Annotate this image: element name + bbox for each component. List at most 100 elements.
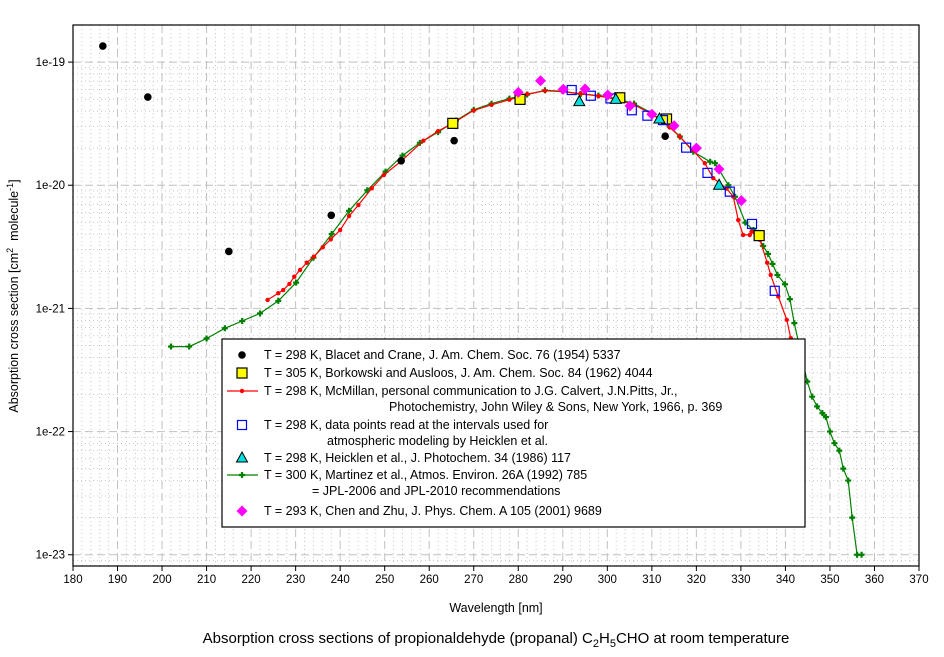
mcmillan-point [749, 229, 754, 234]
x-tick-label: 360 [865, 574, 884, 586]
plot-frame [72, 24, 920, 567]
x-tick-label: 270 [464, 574, 483, 586]
martinez-point [814, 403, 821, 410]
legend-entry-heicklen: T = 298 K, Heicklen et al., J. Photochem… [235, 450, 571, 465]
legend-entry-mcmillan: T = 298 K, McMillan, personal communicat… [227, 384, 722, 414]
heicklen-intervals-point [681, 142, 692, 153]
legend-label: T = 298 K, Blacet and Crane, J. Am. Chem… [264, 348, 621, 362]
y-tick-label: 1e-19 [36, 57, 65, 69]
series-chen-zhu [512, 75, 747, 207]
martinez-point [831, 440, 838, 447]
x-tick-label: 260 [420, 574, 439, 586]
x-tick-label: 370 [909, 574, 928, 586]
mcmillan-point [311, 254, 317, 259]
martinez-point [836, 447, 843, 454]
heicklen-point [609, 92, 623, 104]
mcmillan-point [280, 287, 286, 293]
blacet-point [327, 211, 336, 220]
blacet-point [225, 247, 233, 256]
x-tick-label: 290 [553, 574, 572, 586]
martinez-point [774, 271, 781, 278]
mcmillan-point [596, 93, 601, 99]
legend-box [221, 338, 806, 528]
chen-zhu-point [512, 86, 524, 98]
legend-marker-diamond [236, 505, 248, 517]
mcmillan-point [507, 97, 512, 102]
legend-label: T = 300 K, Martinez et al., Atmos. Envir… [264, 468, 587, 482]
martinez-point [712, 160, 719, 167]
mcmillan-point [578, 91, 583, 96]
legend-label: T = 293 K, Chen and Zhu, J. Phys. Chem. … [264, 504, 602, 518]
mcmillan-point [421, 138, 426, 143]
chen-zhu-point [624, 100, 636, 112]
legend-label: Photochemistry, John Wiley & Sons, New Y… [389, 400, 722, 414]
y-tick-label: 1e-20 [36, 180, 65, 192]
x-tick-label: 310 [642, 574, 661, 586]
heicklen-intervals-point [702, 167, 713, 178]
martinez-point [707, 158, 714, 165]
x-tick-label: 200 [152, 574, 171, 586]
heicklen-intervals-point [769, 285, 780, 296]
mcmillan-point [265, 297, 270, 303]
chen-zhu-point [602, 89, 614, 101]
mcmillan-point [435, 128, 441, 134]
mcmillan-point [784, 317, 789, 323]
martinez-point [293, 279, 300, 286]
chart-caption: Absorption cross sections of propionalde… [203, 630, 790, 650]
mcmillan-point [677, 134, 683, 139]
mcmillan-point [328, 237, 334, 242]
martinez-point [167, 343, 174, 350]
y-tick-label: 1e-23 [36, 550, 65, 562]
blacet-point [144, 93, 152, 101]
mcmillan-point [542, 88, 548, 93]
martinez-point [826, 428, 833, 435]
legend-marker-dot [239, 388, 245, 394]
mcmillan-point [320, 244, 325, 250]
martinez-point [275, 297, 282, 304]
mcmillan-point [297, 267, 303, 273]
martinez-point [822, 414, 829, 421]
martinez-point [203, 335, 210, 342]
martinez-point [328, 230, 335, 237]
series-heicklen [572, 92, 726, 190]
martinez-point [791, 320, 798, 327]
axis-ticks: 180 190 200 210 220 230 240 250 260 270 280 290 300 3… [36, 57, 929, 586]
x-axis-label: Wavelength [nm] [449, 601, 542, 615]
chen-zhu-point [690, 142, 702, 154]
mcmillan-point [702, 160, 708, 166]
martinez-point [858, 551, 865, 558]
legend-entry-borkowski: T = 305 K, Borkowski and Ausloos, J. Am.… [236, 366, 653, 380]
legend-entry-blacet: T = 298 K, Blacet and Crane, J. Am. Chem… [238, 348, 621, 362]
martinez-point [849, 514, 856, 521]
heicklen-point [572, 94, 586, 107]
plot-marks [99, 42, 865, 558]
mcmillan-point [356, 202, 361, 208]
mcmillan-point [381, 172, 386, 178]
martinez-point [765, 250, 772, 257]
y-tick-label: 1e-22 [36, 427, 65, 439]
mcmillan-point [292, 274, 297, 279]
mcmillan-point [736, 217, 741, 223]
mcmillan-point [471, 108, 476, 113]
legend-entry-martinez: T = 300 K, Martinez et al., Atmos. Envir… [227, 468, 587, 498]
legend-marker-triangle [235, 450, 249, 463]
series-blacet [99, 42, 669, 256]
x-tick-label: 320 [687, 574, 706, 586]
mcmillan-point [489, 102, 494, 107]
mcmillan-point [524, 91, 530, 97]
legend-label: T = 305 K, Borkowski and Ausloos, J. Am.… [264, 366, 653, 380]
legend-label: T = 298 K, Heicklen et al., J. Photochem… [264, 451, 571, 465]
mcmillan-point [287, 281, 292, 287]
blacet-point [99, 42, 107, 50]
x-tick-label: 340 [776, 574, 795, 586]
chen-zhu-point [535, 75, 547, 87]
legend-marker-circle [238, 351, 246, 359]
mcmillan-point [346, 213, 352, 219]
mcmillan-point [337, 227, 343, 233]
legend-entry-chen-zhu: T = 293 K, Chen and Zhu, J. Phys. Chem. … [236, 504, 602, 518]
borkowski-point [447, 117, 459, 129]
blacet-point [397, 156, 405, 165]
legend-entry-heicklen-intervals: T = 298 K, data points read at the inter… [236, 418, 548, 448]
